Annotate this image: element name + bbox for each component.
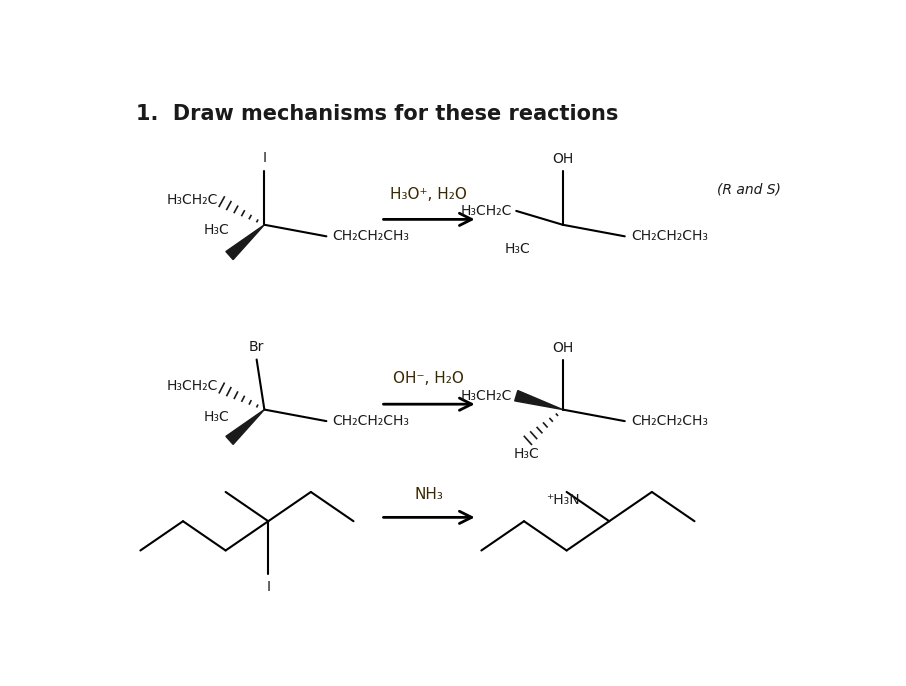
Text: H₃C: H₃C: [204, 410, 229, 423]
Text: OH: OH: [552, 341, 573, 355]
Text: I: I: [263, 151, 266, 165]
Text: H₃C: H₃C: [505, 241, 530, 256]
Text: I: I: [266, 580, 270, 594]
Text: H₃O⁺, H₂O: H₃O⁺, H₂O: [390, 187, 467, 202]
Text: Br: Br: [249, 340, 265, 354]
Text: H₃CH₂C: H₃CH₂C: [461, 204, 513, 218]
Text: OH: OH: [552, 152, 573, 166]
Text: H₃CH₂C: H₃CH₂C: [167, 379, 217, 394]
Text: CH₂CH₂CH₃: CH₂CH₂CH₃: [333, 229, 410, 244]
Polygon shape: [515, 390, 563, 410]
Text: OH⁻, H₂O: OH⁻, H₂O: [393, 372, 464, 386]
Text: 1.  Draw mechanisms for these reactions: 1. Draw mechanisms for these reactions: [137, 104, 619, 124]
Text: CH₂CH₂CH₃: CH₂CH₂CH₃: [333, 414, 410, 428]
Polygon shape: [226, 410, 265, 445]
Polygon shape: [226, 225, 265, 259]
Text: H₃CH₂C: H₃CH₂C: [461, 389, 513, 403]
Text: H₃C: H₃C: [204, 223, 229, 237]
Text: (R and S): (R and S): [717, 182, 781, 196]
Text: ⁺H₃N: ⁺H₃N: [546, 493, 580, 507]
Text: CH₂CH₂CH₃: CH₂CH₂CH₃: [631, 414, 708, 428]
Text: H₃C: H₃C: [514, 447, 539, 460]
Text: NH₃: NH₃: [414, 487, 443, 502]
Text: H₃CH₂C: H₃CH₂C: [167, 193, 217, 207]
Text: CH₂CH₂CH₃: CH₂CH₂CH₃: [631, 229, 708, 244]
